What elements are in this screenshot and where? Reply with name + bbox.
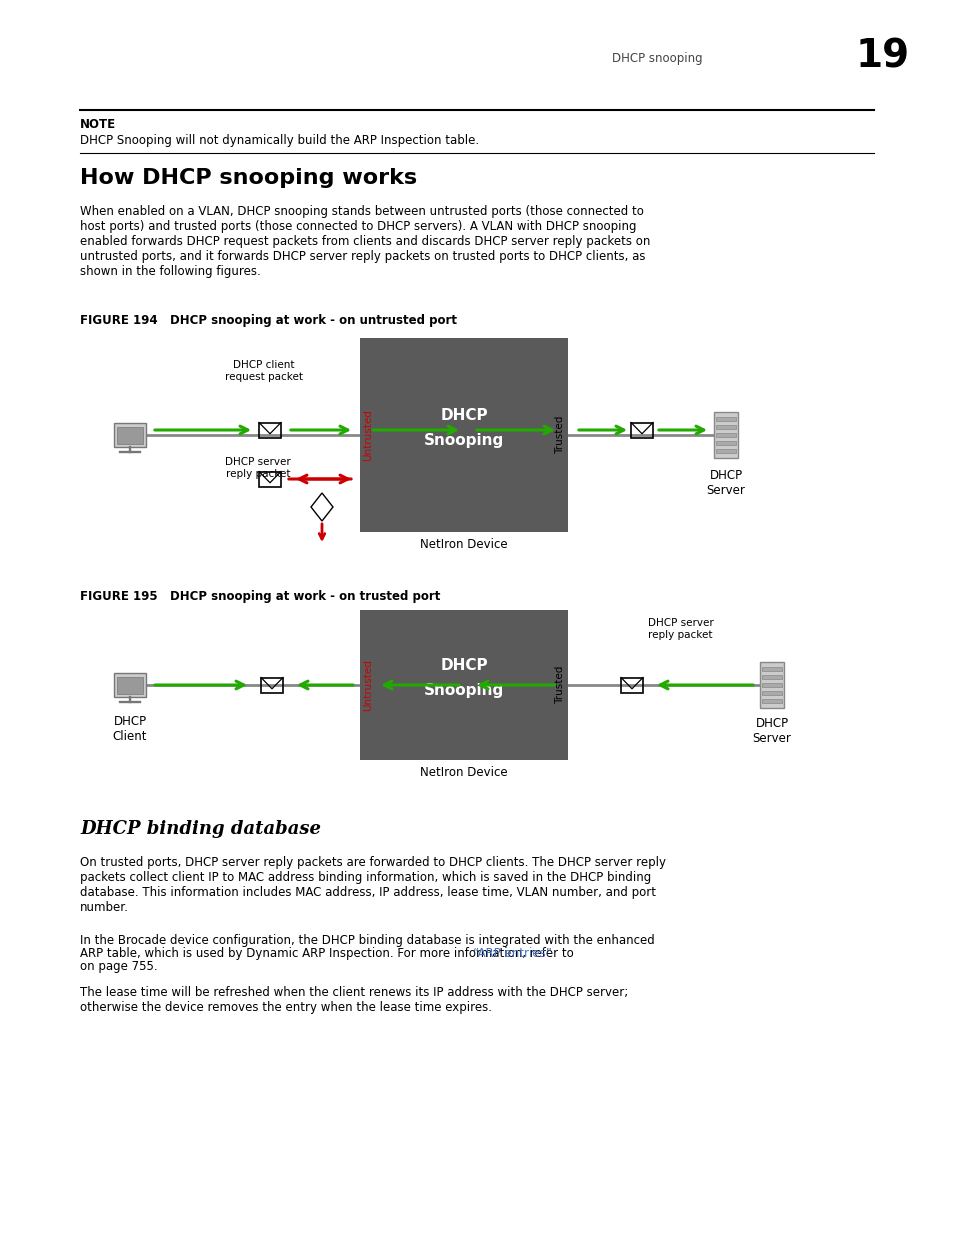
Text: DHCP Snooping will not dynamically build the ARP Inspection table.: DHCP Snooping will not dynamically build… [80,135,478,147]
Polygon shape [311,493,333,521]
Text: DHCP server
reply packet: DHCP server reply packet [647,618,713,640]
Text: Trusted: Trusted [555,416,564,454]
Text: Untrusted: Untrusted [363,409,373,461]
Text: 19: 19 [855,38,909,77]
Text: Snooping: Snooping [423,683,503,698]
Text: on page 755.: on page 755. [80,960,157,973]
Bar [113,673,146,697]
Bar [716,450,735,453]
Bar [761,683,781,687]
Text: NetIron Device: NetIron Device [419,538,507,551]
Text: Trusted: Trusted [555,666,564,704]
Bar [359,338,567,532]
Text: “ARP entries”: “ARP entries” [472,947,551,960]
Text: How DHCP snooping works: How DHCP snooping works [80,168,416,188]
Bar [258,422,281,437]
Text: Snooping: Snooping [423,432,503,447]
Bar [716,441,735,446]
Bar [630,422,652,437]
Text: DHCP: DHCP [439,657,487,673]
Text: DHCP binding database: DHCP binding database [80,820,320,839]
Text: DHCP: DHCP [439,408,487,422]
Text: DHCP snooping: DHCP snooping [612,52,702,65]
Bar [761,692,781,695]
Bar [359,610,567,760]
Text: DHCP
Server: DHCP Server [706,469,744,496]
Bar [620,678,642,693]
Text: ARP table, which is used by Dynamic ARP Inspection. For more information, refer : ARP table, which is used by Dynamic ARP … [80,947,577,960]
Bar [113,424,146,447]
Bar [117,677,143,694]
Text: DHCP server
reply packet: DHCP server reply packet [225,457,291,479]
Text: DHCP
Client: DHCP Client [112,715,147,743]
Text: On trusted ports, DHCP server reply packets are forwarded to DHCP clients. The D: On trusted ports, DHCP server reply pack… [80,856,665,914]
Text: Untrusted: Untrusted [363,659,373,711]
Text: FIGURE 194   DHCP snooping at work - on untrusted port: FIGURE 194 DHCP snooping at work - on un… [80,314,456,327]
Text: DHCP client
request packet: DHCP client request packet [225,359,303,382]
Bar [761,699,781,704]
Bar [761,674,781,679]
Bar [261,678,283,693]
Bar [716,433,735,437]
Text: The lease time will be refreshed when the client renews its IP address with the : The lease time will be refreshed when th… [80,986,628,1014]
Bar [258,472,281,487]
Bar [117,426,143,443]
Bar [716,416,735,421]
Text: When enabled on a VLAN, DHCP snooping stands between untrusted ports (those conn: When enabled on a VLAN, DHCP snooping st… [80,205,650,278]
Text: NOTE: NOTE [80,119,116,131]
Text: NetIron Device: NetIron Device [419,766,507,779]
Text: FIGURE 195   DHCP snooping at work - on trusted port: FIGURE 195 DHCP snooping at work - on tr… [80,590,440,603]
Text: In the Brocade device configuration, the DHCP binding database is integrated wit: In the Brocade device configuration, the… [80,934,654,947]
Bar [761,667,781,671]
Text: DHCP
Server: DHCP Server [752,718,791,745]
Bar [716,425,735,429]
Bar [759,662,783,708]
Bar [713,412,738,457]
